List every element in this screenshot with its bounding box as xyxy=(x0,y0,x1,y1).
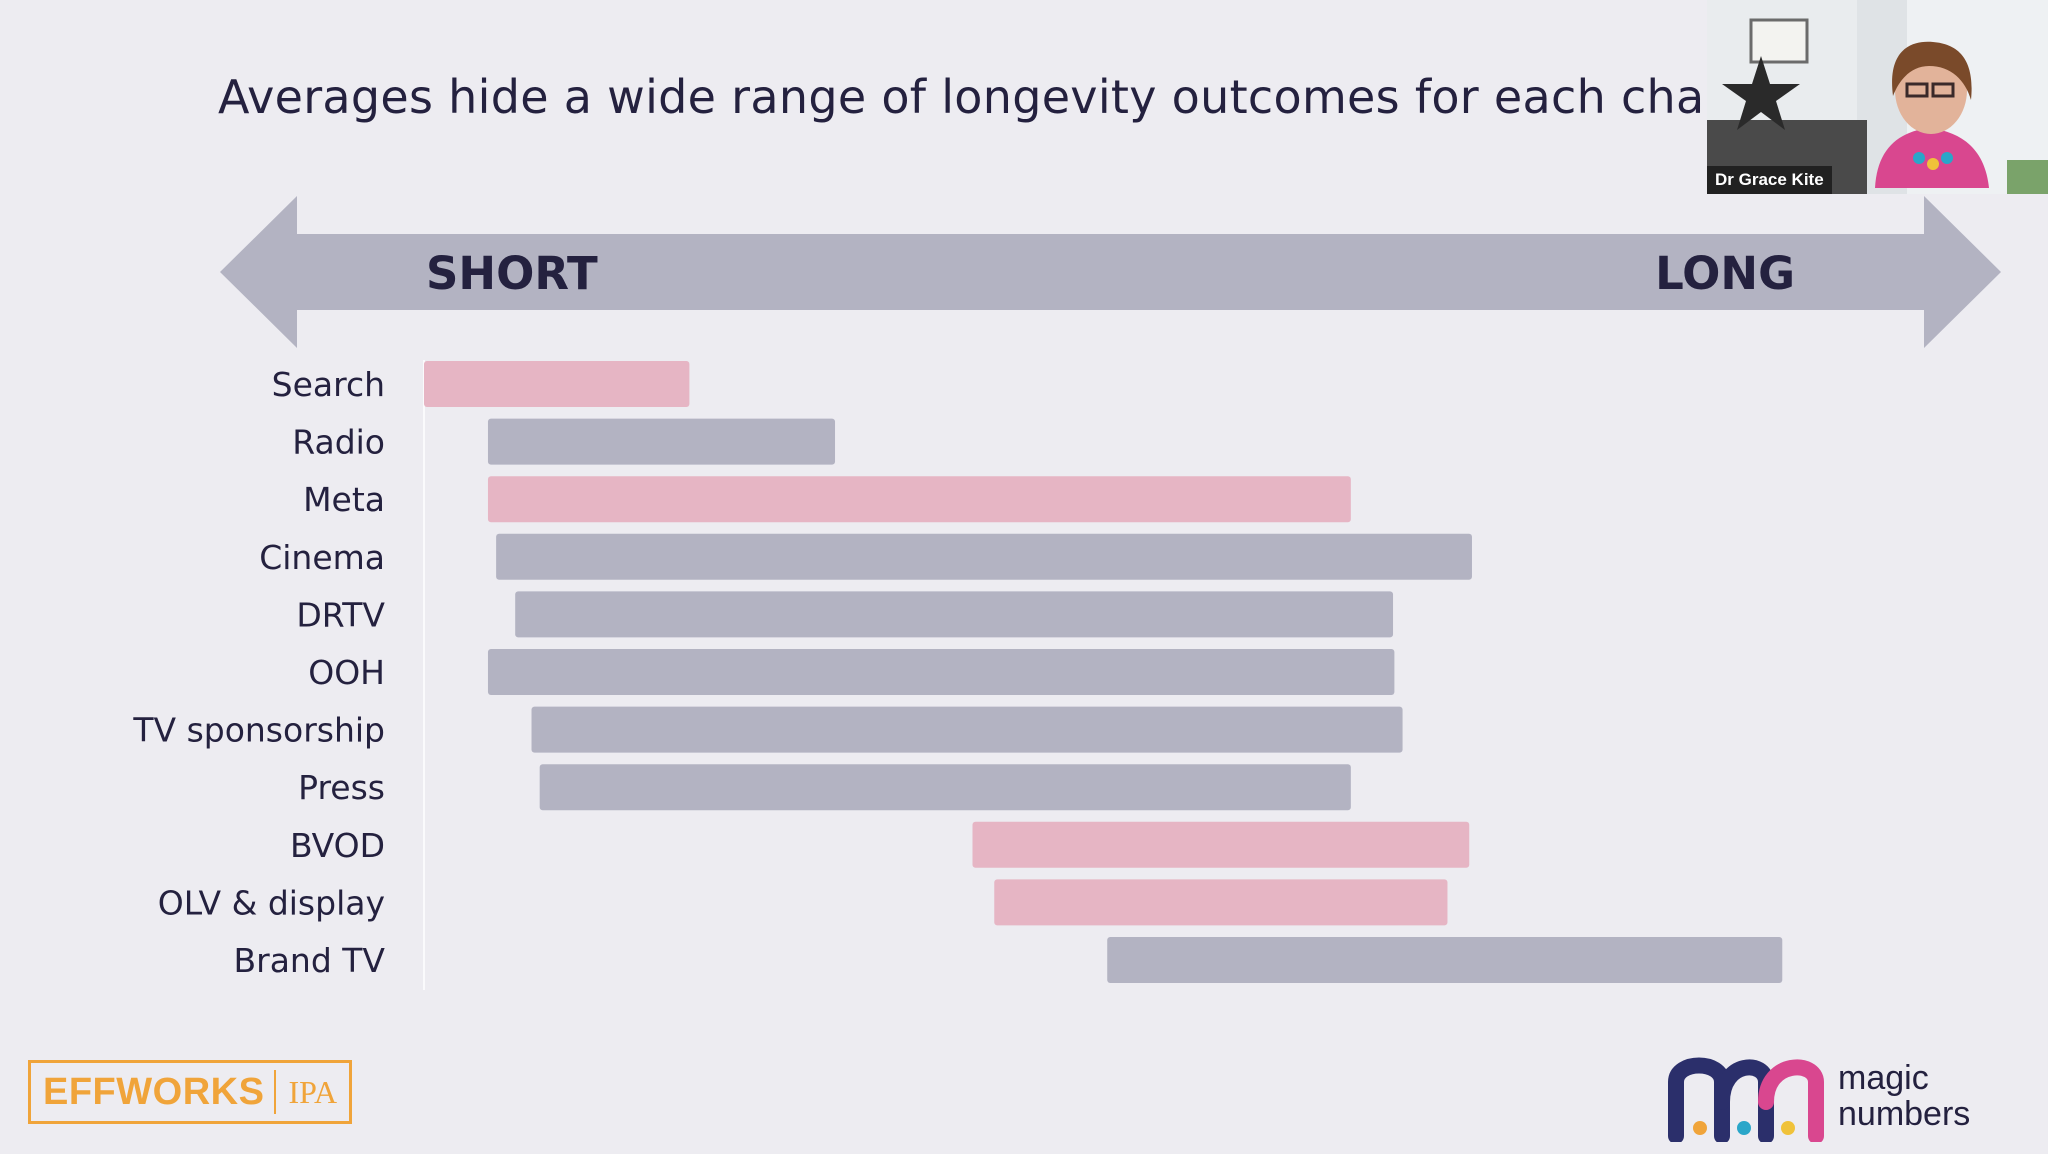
category-label-search: Search xyxy=(272,365,385,404)
magic-numbers-logo-text: magic numbers xyxy=(1838,1059,1971,1133)
effworks-ipa-logo: EFFWORKS IPA xyxy=(28,1060,352,1124)
bar-ooh xyxy=(487,649,1395,695)
category-label-cinema: Cinema xyxy=(259,538,385,577)
bar-olv-and-display xyxy=(994,879,1448,926)
category-label-tv-sponsorship: TV sponsorship xyxy=(132,711,385,750)
bar-meta xyxy=(487,476,1351,523)
effworks-logo-text: EFFWORKS xyxy=(43,1070,265,1113)
axis-end-label: LONG xyxy=(1655,247,1795,300)
bar-radio xyxy=(487,418,836,465)
category-label-bvod: BVOD xyxy=(290,826,385,865)
short-long-axis-arrow xyxy=(220,196,2001,348)
axis-start-label: SHORT xyxy=(426,247,598,300)
bar-brand-tv xyxy=(1107,937,1783,983)
category-label-ooh: OOH xyxy=(308,653,385,692)
category-label-drtv: DRTV xyxy=(296,595,385,634)
bar-cinema xyxy=(496,533,1472,580)
bar-press xyxy=(539,764,1351,811)
presenter-video-frame xyxy=(1707,0,2048,194)
presenter-name-tag: Dr Grace Kite xyxy=(1707,166,1832,194)
presenter-video: Dr Grace Kite xyxy=(1707,0,2048,194)
category-label-press: Press xyxy=(298,768,385,807)
magic-numbers-mark-icon xyxy=(1668,1057,1824,1144)
bar-search xyxy=(424,361,690,407)
category-label-olv-and-display: OLV & display xyxy=(158,883,385,922)
category-label-brand-tv: Brand TV xyxy=(233,941,385,980)
bars-group: Search Radio Meta Cinema DRTV OOH TV sponsorsh… xyxy=(132,361,1783,983)
slide-title: Averages hide a wide range of longevity … xyxy=(218,70,1705,124)
bar-drtv xyxy=(515,591,1394,638)
category-label-meta: Meta xyxy=(303,480,385,519)
bar-tv-sponsorship xyxy=(531,706,1403,753)
category-label-radio: Radio xyxy=(292,423,385,462)
bar-bvod xyxy=(972,821,1470,868)
ipa-logo-text: IPA xyxy=(274,1070,337,1114)
magic-numbers-logo: magic numbers xyxy=(1666,1052,2006,1144)
